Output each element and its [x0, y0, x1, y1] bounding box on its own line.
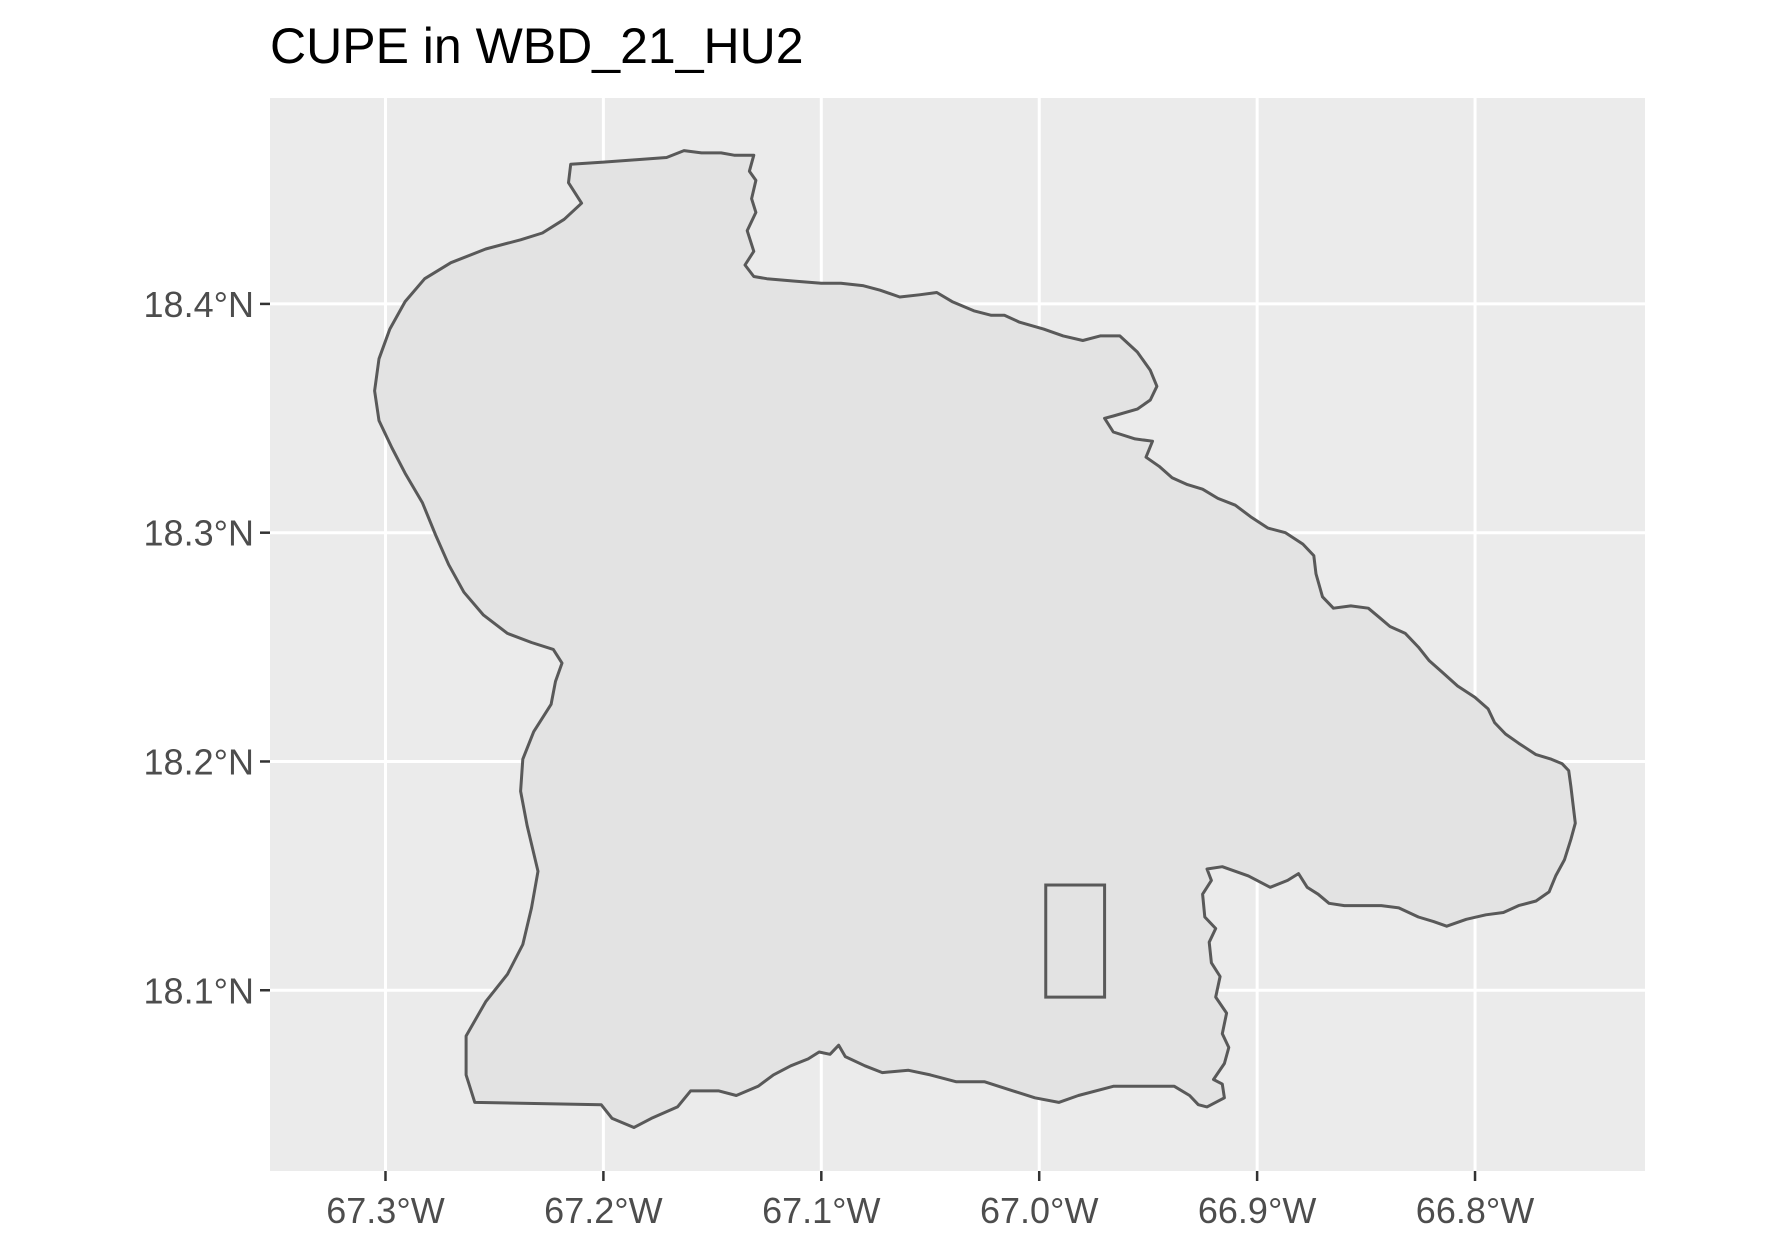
watershed-polygon — [373, 149, 1577, 1129]
y-tick-label: 18.4°N — [144, 284, 254, 325]
y-tick-label: 18.3°N — [144, 513, 254, 554]
y-tick-label: 18.1°N — [144, 970, 254, 1011]
x-tick-label: 66.8°W — [1416, 1190, 1534, 1231]
x-tick-label: 67.1°W — [762, 1190, 880, 1231]
x-tick-label: 67.2°W — [544, 1190, 662, 1231]
x-tick-label: 67.0°W — [980, 1190, 1098, 1231]
axes: 67.3°W 67.2°W 67.1°W 67.0°W 66.9°W 66.8°W 18.4… — [144, 284, 1535, 1231]
y-tick-label: 18.2°N — [144, 741, 254, 782]
map-features — [373, 149, 1577, 1129]
x-tick-label: 66.9°W — [1198, 1190, 1316, 1231]
site-boundary-rectangle — [1044, 883, 1107, 999]
x-tick-label: 67.3°W — [326, 1190, 444, 1231]
plot-title: CUPE in WBD_21_HU2 — [270, 18, 804, 74]
